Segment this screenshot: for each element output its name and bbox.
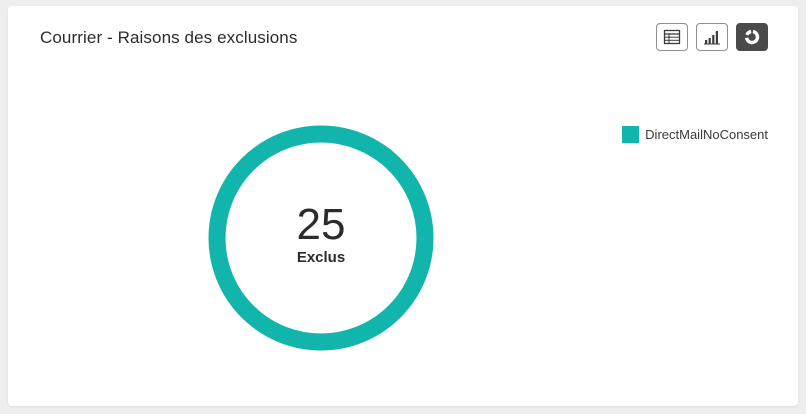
legend-label[interactable]: DirectMailNoConsent bbox=[645, 127, 768, 142]
donut-total-value: 25 bbox=[296, 199, 346, 249]
donut-segment-directmailnoconsent[interactable] bbox=[208, 125, 434, 351]
donut-center: 25 Exclus bbox=[208, 125, 434, 351]
bar-chart-view-button[interactable] bbox=[696, 23, 728, 51]
exclusion-reasons-card: Courrier - Raisons des exclusions bbox=[8, 6, 798, 406]
view-switcher bbox=[656, 23, 768, 51]
legend-swatch bbox=[622, 126, 640, 143]
donut-chart-view-button[interactable] bbox=[736, 23, 768, 51]
donut-total-label: Exclus bbox=[296, 248, 346, 266]
card-title: Courrier - Raisons des exclusions bbox=[40, 28, 298, 47]
table-view-button[interactable] bbox=[656, 23, 688, 51]
table-icon bbox=[663, 29, 681, 45]
donut-chart-icon bbox=[744, 29, 760, 45]
donut-svg bbox=[208, 125, 434, 351]
chart-legend: DirectMailNoConsent bbox=[622, 126, 768, 143]
bar-chart-icon bbox=[704, 31, 720, 45]
donut-chart: 25 Exclus bbox=[208, 125, 434, 351]
